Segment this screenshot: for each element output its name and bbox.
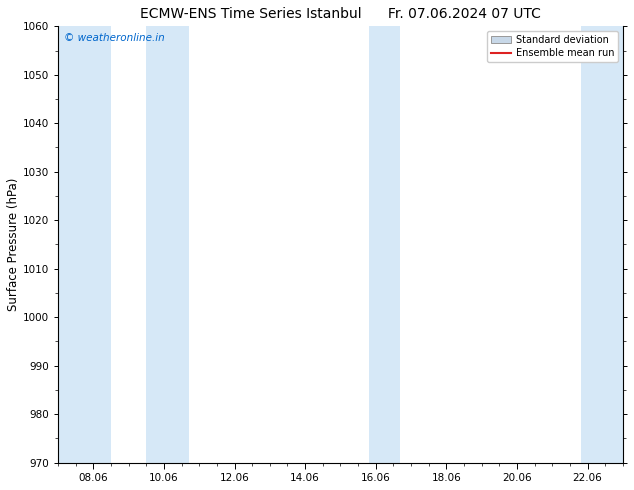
Bar	[581, 26, 623, 463]
Text: © weatheronline.in: © weatheronline.in	[63, 33, 164, 43]
Legend: Standard deviation, Ensemble mean run: Standard deviation, Ensemble mean run	[488, 31, 618, 62]
Y-axis label: Surface Pressure (hPa): Surface Pressure (hPa)	[7, 178, 20, 311]
Title: ECMW-ENS Time Series Istanbul      Fr. 07.06.2024 07 UTC: ECMW-ENS Time Series Istanbul Fr. 07.06.…	[140, 7, 541, 21]
Bar	[146, 26, 189, 463]
Bar	[369, 26, 401, 463]
Bar	[58, 26, 111, 463]
